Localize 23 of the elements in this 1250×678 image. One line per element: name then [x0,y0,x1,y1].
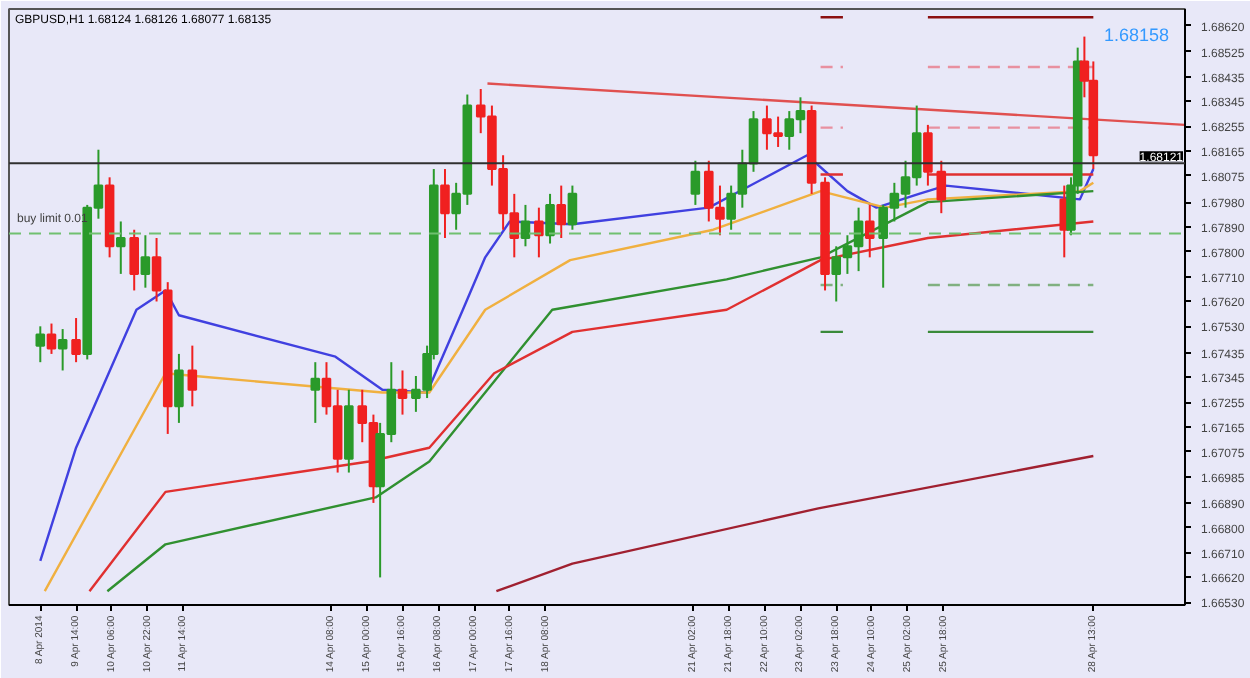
candlestick [545,192,555,245]
candlestick [140,234,151,289]
candlestick [567,184,578,231]
candlestick [923,123,933,187]
candlestick [71,317,81,364]
candlestick [556,184,567,240]
line-series [495,454,1095,593]
candlestick [440,168,450,240]
candlestick [397,369,408,416]
candlestick [187,344,198,408]
candlestick [46,322,57,355]
candlestick [57,328,68,372]
candlestick [534,206,544,259]
candlestick [174,352,184,424]
candlestick [115,220,126,275]
candlestick [129,228,139,292]
candlestick [35,325,46,364]
candlestick [520,203,531,248]
annotation: 1.68158 [1103,25,1170,45]
candlestick [310,361,321,424]
candlestick [864,203,875,259]
candlestick [690,159,701,206]
candlestick [936,159,947,215]
